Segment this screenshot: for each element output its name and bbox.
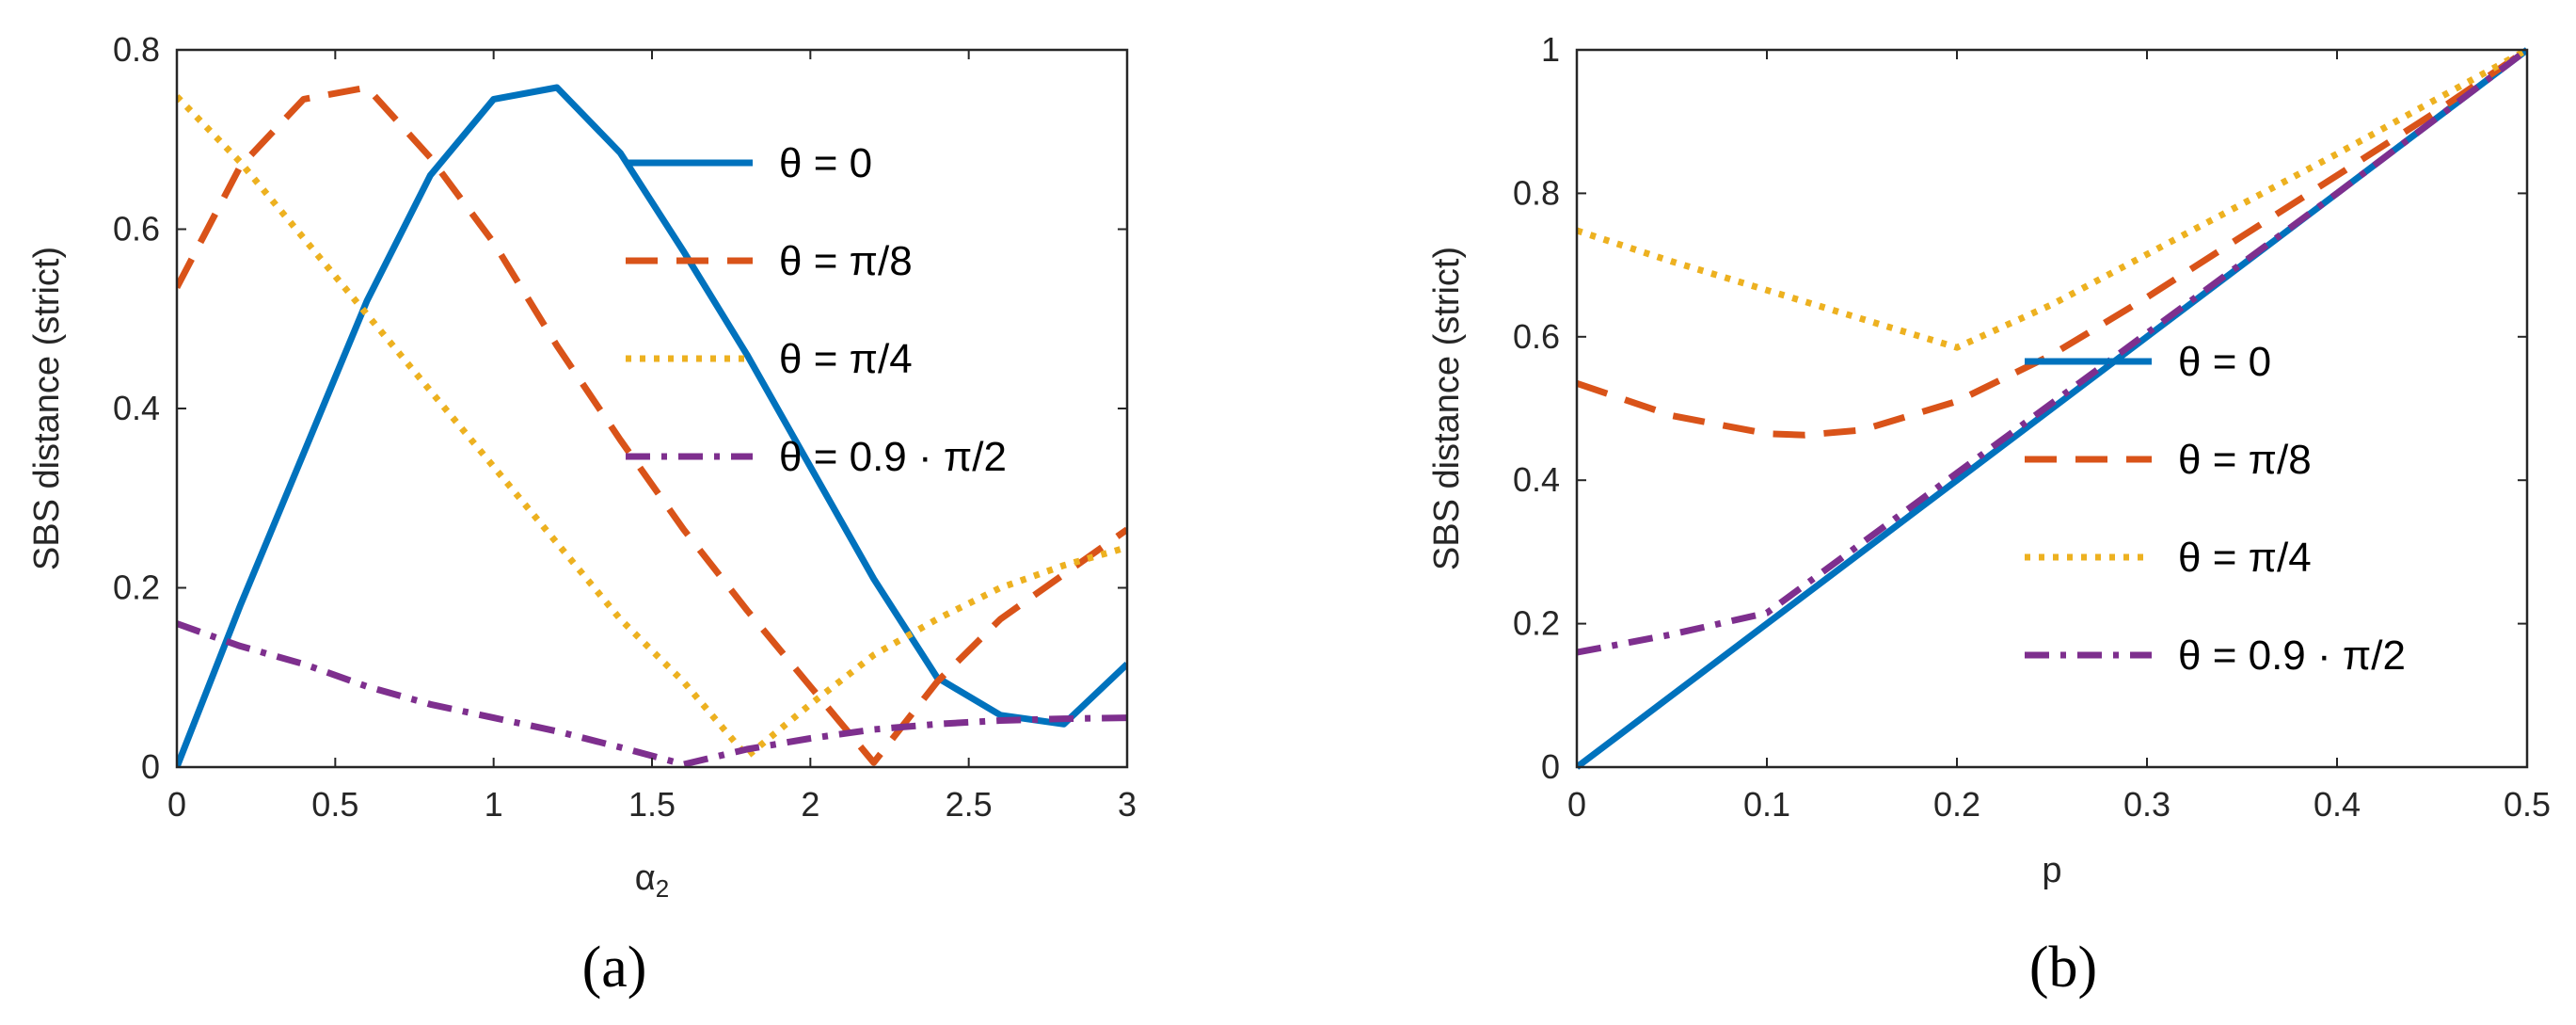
x-tick-label: 0.4: [2314, 785, 2361, 824]
chart-b-ticks: 0 0.1 0.2 0.3 0.4 0.5 0 0.2 0.4 0.6 0.8 1: [1513, 30, 2551, 824]
y-tick-label: 0.6: [1513, 317, 1560, 356]
y-tick-label: 0.2: [113, 569, 160, 607]
x-tick-label: 0.5: [311, 785, 358, 824]
y-tick-label: 0.8: [113, 30, 160, 69]
y-tick-label: 0.4: [113, 389, 160, 427]
y-tick-label: 0.8: [1513, 173, 1560, 212]
series-line-1: [1577, 47, 2527, 770]
y-tick-label: 1: [1541, 30, 1560, 69]
legend-label-2: θ = π/8: [779, 238, 913, 284]
x-tick-label: 0.5: [2504, 785, 2551, 824]
chart-a-y-axis-label: SBS distance (strict): [27, 247, 67, 570]
legend-label-4: θ = 0.9 · π/2: [779, 434, 1007, 480]
chart-b-y-axis-label: SBS distance (strict): [1427, 247, 1467, 570]
x-tick-label: 1.5: [628, 785, 676, 824]
legend-label-3: θ = π/4: [779, 336, 913, 382]
chart-a-lines: [177, 84, 1127, 769]
x-tick-label: 0.2: [1933, 785, 1980, 824]
legend-label-4: θ = 0.9 · π/2: [2178, 633, 2406, 679]
series-line-3: [177, 94, 1127, 761]
chart-a: 0 0.5 1 1.5 2 2.5 3 0 0.2 0.4 0.6 0.8 α2 SBS distan…: [27, 30, 1137, 1000]
x-tick-label: 3: [1118, 785, 1137, 824]
chart-b-axes-box: [1575, 48, 2529, 769]
series-line-2: [1577, 47, 2527, 439]
chart-a-x-axis-label: α2: [635, 858, 669, 903]
x-tick-label: 0: [167, 785, 186, 824]
series-line-1: [177, 84, 1127, 769]
chart-b-x-axis-label: p: [2042, 851, 2061, 890]
chart-b: 0 0.1 0.2 0.3 0.4 0.5 0 0.2 0.4 0.6 0.8 1 p SBS dis…: [1427, 30, 2551, 1000]
x-tick-label: 1: [485, 785, 503, 824]
x-tick-label: 0.3: [2123, 785, 2171, 824]
series-line-4: [1577, 47, 2527, 656]
series-line-4: [177, 620, 1127, 768]
chart-b-caption: (b): [2029, 936, 2097, 1000]
y-tick-label: 0: [141, 747, 160, 786]
x-tick-label: 2.5: [946, 785, 993, 824]
chart-b-legend: θ = 0 θ = π/8 θ = π/4 θ = 0.9 · π/2: [2025, 339, 2406, 679]
legend-label-3: θ = π/4: [2178, 535, 2312, 581]
y-tick-label: 0: [1541, 747, 1560, 786]
chart-a-legend: θ = 0 θ = π/8 θ = π/4 θ = 0.9 · π/2: [626, 140, 1007, 480]
chart-a-ticks: 0 0.5 1 1.5 2 2.5 3 0 0.2 0.4 0.6 0.8: [113, 30, 1137, 824]
chart-a-caption: (a): [582, 936, 647, 1000]
y-tick-label: 0.4: [1513, 460, 1560, 499]
y-tick-label: 0.6: [113, 210, 160, 248]
series-line-2: [177, 84, 1127, 766]
y-tick-label: 0.2: [1513, 604, 1560, 643]
legend-label-2: θ = π/8: [2178, 437, 2312, 483]
x-tick-label: 0.1: [1743, 785, 1790, 824]
series-line-3: [1577, 46, 2527, 351]
x-tick-label: 0: [1567, 785, 1586, 824]
chart-b-lines: [1577, 46, 2527, 770]
legend-label-1: θ = 0: [2178, 339, 2271, 385]
legend-label-1: θ = 0: [779, 140, 872, 186]
x-tick-label: 2: [801, 785, 819, 824]
